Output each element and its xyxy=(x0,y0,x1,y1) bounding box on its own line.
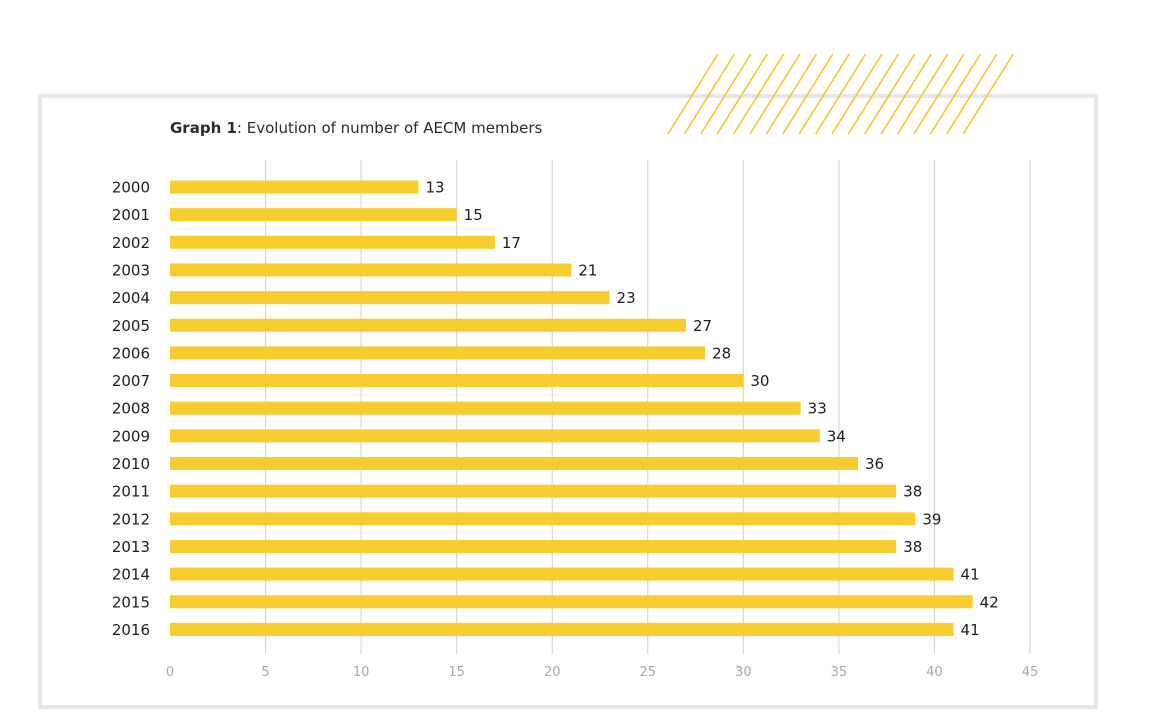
bar xyxy=(170,318,686,332)
category-label: 2001 xyxy=(112,206,150,224)
bar xyxy=(170,595,973,609)
category-label: 2005 xyxy=(112,317,150,335)
x-tick-label: 35 xyxy=(831,665,848,680)
x-tick-label: 30 xyxy=(735,665,752,680)
bar xyxy=(170,374,744,388)
bar xyxy=(170,208,457,222)
data-label: 23 xyxy=(617,289,636,307)
category-label: 2013 xyxy=(112,538,150,556)
x-tick-label: 0 xyxy=(166,665,174,680)
bar xyxy=(170,263,572,277)
data-label: 38 xyxy=(903,483,922,501)
bar xyxy=(170,512,916,526)
data-label: 27 xyxy=(693,317,712,335)
data-label: 15 xyxy=(464,206,483,224)
bar xyxy=(170,567,954,581)
data-label: 34 xyxy=(827,427,846,445)
category-label: 2004 xyxy=(112,289,150,307)
data-label: 30 xyxy=(750,372,769,390)
x-tick-label: 40 xyxy=(926,665,943,680)
x-tick-label: 45 xyxy=(1022,665,1039,680)
bar xyxy=(170,457,858,470)
category-label: 2011 xyxy=(112,483,150,501)
category-label: 2007 xyxy=(112,372,150,390)
category-label: 2002 xyxy=(112,234,150,252)
category-label: 2000 xyxy=(112,179,150,197)
bar xyxy=(170,622,954,636)
data-label: 41 xyxy=(961,566,980,584)
x-tick-label: 25 xyxy=(640,665,657,680)
bar xyxy=(170,235,495,249)
data-label: 33 xyxy=(808,400,827,418)
category-label: 2006 xyxy=(112,344,150,362)
data-label: 42 xyxy=(980,593,999,611)
x-tick-label: 15 xyxy=(448,665,465,680)
bar xyxy=(170,291,610,305)
x-tick-label: 5 xyxy=(261,665,269,680)
category-label: 2010 xyxy=(112,455,150,473)
bar xyxy=(170,539,897,553)
bar xyxy=(170,484,897,498)
category-label: 2012 xyxy=(112,510,150,528)
bar xyxy=(170,401,801,415)
chart-title: Graph 1: Evolution of number of AECM mem… xyxy=(170,119,542,137)
data-label: 13 xyxy=(425,179,444,197)
data-label: 39 xyxy=(922,510,941,528)
x-tick-label: 20 xyxy=(544,665,561,680)
category-label: 2015 xyxy=(112,593,150,611)
bar xyxy=(170,346,706,360)
data-label: 38 xyxy=(903,538,922,556)
data-label: 28 xyxy=(712,344,731,362)
x-tick-label: 10 xyxy=(353,665,370,680)
data-label: 41 xyxy=(961,621,980,639)
chart-title-rest: : Evolution of number of AECM members xyxy=(236,119,543,137)
category-label: 2003 xyxy=(112,261,150,279)
data-label: 36 xyxy=(865,455,884,473)
category-label: 2014 xyxy=(112,566,150,584)
category-label: 2009 xyxy=(112,427,150,445)
chart-title-bold: Graph 1 xyxy=(170,119,237,137)
category-label: 2016 xyxy=(112,621,150,639)
bar xyxy=(170,429,820,443)
bar xyxy=(170,180,419,194)
data-label: 17 xyxy=(502,234,521,252)
data-label: 21 xyxy=(578,261,597,279)
category-label: 2008 xyxy=(112,400,150,418)
